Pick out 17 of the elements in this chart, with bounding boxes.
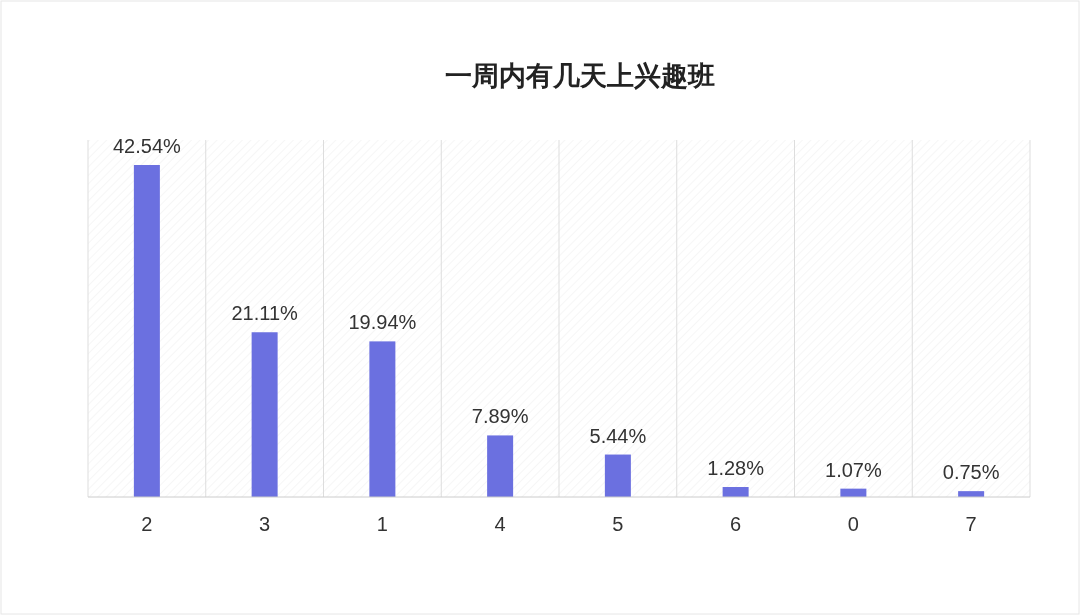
x-tick-label: 0	[847, 513, 859, 535]
data-label: 0.75%	[942, 461, 1000, 484]
data-label: 1.07%	[825, 458, 882, 481]
x-tick-label: 3	[259, 513, 271, 535]
x-tick-label: 4	[494, 513, 506, 535]
x-tick-label: 7	[965, 513, 977, 535]
x-tick-label: 2	[141, 513, 153, 535]
data-label: 19.94%	[348, 311, 417, 334]
chart-title: 一周内有几天上兴趣班	[445, 61, 715, 91]
x-tick-label: 1	[376, 513, 388, 535]
data-label: 1.28%	[707, 457, 765, 480]
x-tick-label: 6	[730, 513, 742, 535]
data-label: 7.89%	[471, 405, 529, 428]
data-label: 21.11%	[231, 302, 299, 325]
data-label: 42.54%	[112, 135, 181, 157]
data-label: 5.44%	[589, 424, 647, 447]
x-tick-label: 5	[612, 513, 624, 535]
